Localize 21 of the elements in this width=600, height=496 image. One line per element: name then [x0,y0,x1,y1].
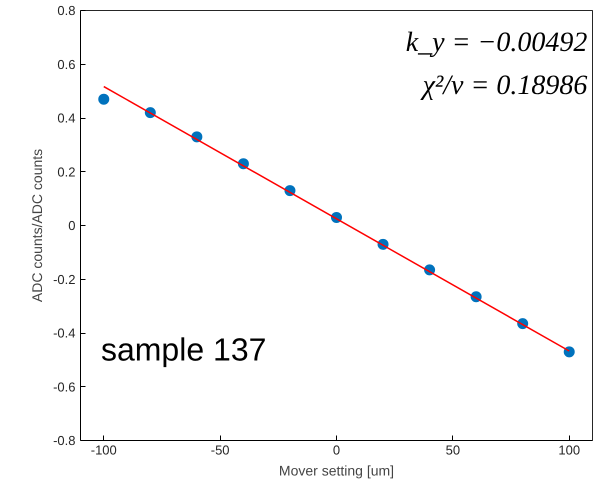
y-tick-label: 0.4 [57,110,76,126]
point [564,346,575,358]
x-axis-title: Mover setting [um] [278,462,394,478]
x-tick-label: 50 [446,442,460,458]
point [98,94,110,105]
y-tick-label: 0.6 [57,56,76,72]
annotation: k_y = −0.00492 [406,26,588,58]
x-tick-label: -50 [210,442,230,458]
annotation: sample 137 [100,331,266,368]
y-axis-title: ADC counts/ADC counts [29,148,46,302]
x-tick-label: -100 [90,442,117,458]
y-tick-label: -0.6 [53,379,76,394]
annotation: χ²/ν = 0.18986 [420,70,588,101]
y-tick-label: 0 [68,218,76,233]
y-tick-label: -0.4 [53,326,76,340]
y-tick-label: 0.8 [57,3,76,18]
x-tick-label: 0 [332,442,340,458]
y-tick-label: -0.2 [53,272,76,287]
y-tick-label: -0.8 [53,433,76,448]
y-tick-label: 0.2 [57,164,76,180]
x-tick-label: 100 [558,442,580,458]
